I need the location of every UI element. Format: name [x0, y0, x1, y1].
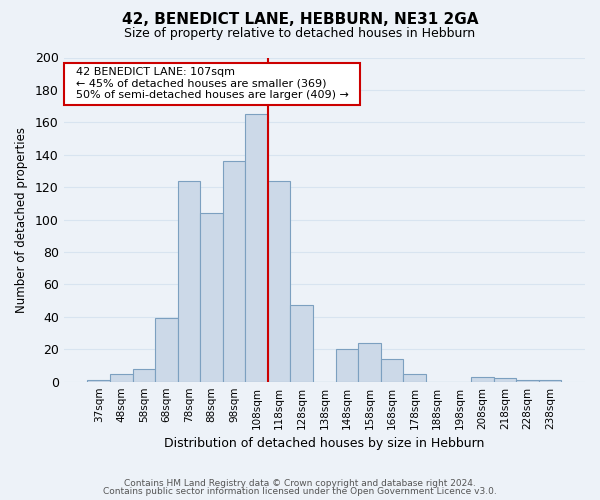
Bar	[133, 368, 155, 382]
Bar	[178, 180, 200, 382]
Bar	[245, 114, 268, 382]
Bar	[290, 306, 313, 382]
Text: Contains HM Land Registry data © Crown copyright and database right 2024.: Contains HM Land Registry data © Crown c…	[124, 478, 476, 488]
Bar	[268, 180, 290, 382]
Bar	[471, 377, 494, 382]
Bar	[494, 378, 516, 382]
Text: Contains public sector information licensed under the Open Government Licence v3: Contains public sector information licen…	[103, 487, 497, 496]
Text: Size of property relative to detached houses in Hebburn: Size of property relative to detached ho…	[124, 28, 476, 40]
Bar	[223, 161, 245, 382]
Bar	[403, 374, 426, 382]
Y-axis label: Number of detached properties: Number of detached properties	[15, 126, 28, 312]
Bar	[200, 213, 223, 382]
Text: 42 BENEDICT LANE: 107sqm  
  ← 45% of detached houses are smaller (369)  
  50% : 42 BENEDICT LANE: 107sqm ← 45% of detach…	[69, 67, 356, 100]
X-axis label: Distribution of detached houses by size in Hebburn: Distribution of detached houses by size …	[164, 437, 485, 450]
Bar	[155, 318, 178, 382]
Bar	[539, 380, 562, 382]
Bar	[88, 380, 110, 382]
Text: 42, BENEDICT LANE, HEBBURN, NE31 2GA: 42, BENEDICT LANE, HEBBURN, NE31 2GA	[122, 12, 478, 28]
Bar	[335, 350, 358, 382]
Bar	[516, 380, 539, 382]
Bar	[358, 343, 381, 382]
Bar	[110, 374, 133, 382]
Bar	[381, 359, 403, 382]
